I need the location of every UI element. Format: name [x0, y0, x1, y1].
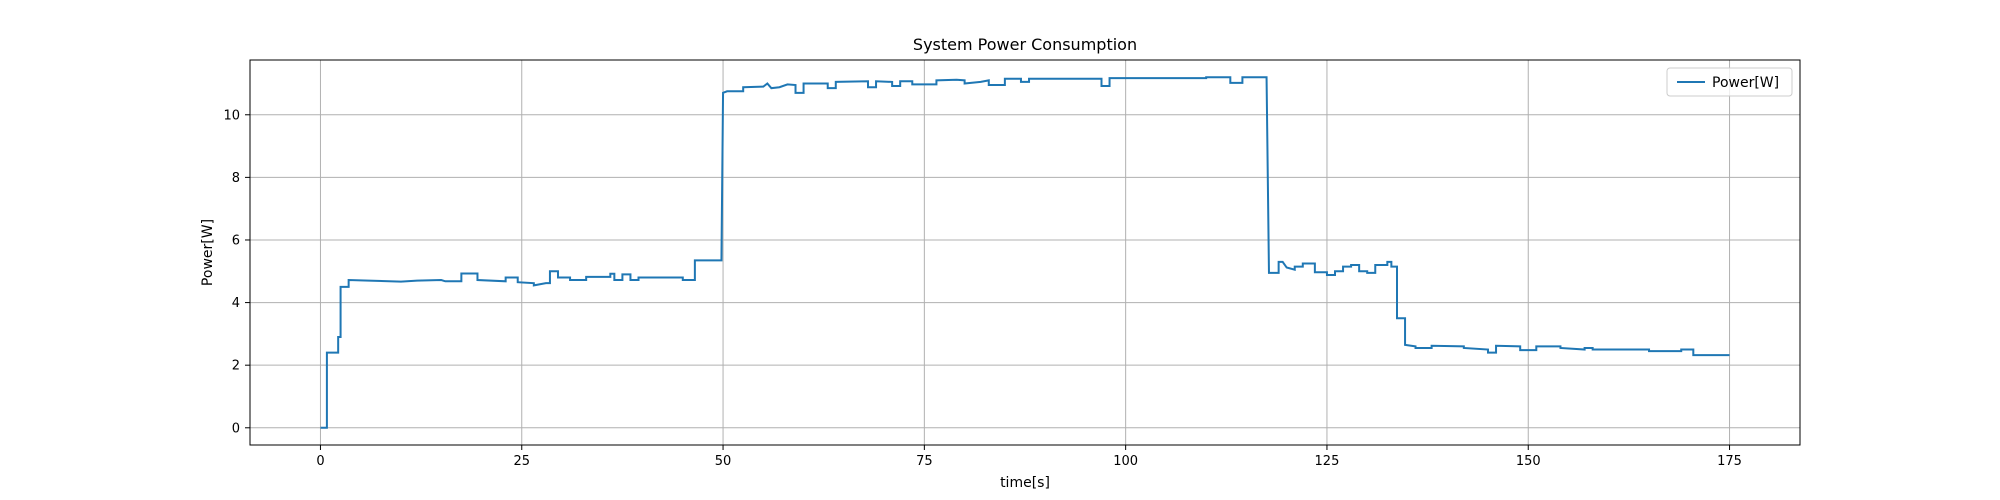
- y-axis-label: Power[W]: [200, 219, 216, 286]
- legend-box: [1666, 67, 1793, 97]
- series-layer: [320, 76, 1730, 429]
- x-tick-label: 75: [916, 454, 933, 469]
- x-tick-label: 100: [1113, 454, 1138, 469]
- y-axis: 0 2 4 6 8 10: [223, 108, 250, 436]
- x-axis-label: time[s]: [1000, 475, 1050, 491]
- grid: [250, 60, 1800, 445]
- x-tick-label: 125: [1315, 454, 1340, 469]
- x-axis: 0 25 50 75 100 125 150 175: [316, 445, 1742, 469]
- series-line-power: [320, 76, 1730, 429]
- y-tick-label: 4: [232, 296, 240, 311]
- y-tick-label: 2: [232, 359, 240, 374]
- y-tick-label: 6: [232, 233, 240, 248]
- x-tick-label: 150: [1516, 454, 1541, 469]
- x-tick-label: 50: [715, 454, 732, 469]
- legend-label: Power[W]: [1712, 75, 1779, 91]
- chart-title: System Power Consumption: [913, 35, 1137, 54]
- x-tick-label: 175: [1717, 454, 1742, 469]
- y-tick-label: 0: [232, 421, 240, 436]
- y-tick-label: 10: [223, 108, 240, 123]
- x-tick-label: 25: [513, 454, 530, 469]
- y-tick-label: 8: [232, 171, 240, 186]
- legend: Power[W]: [1666, 67, 1793, 97]
- x-tick-label: 0: [316, 454, 324, 469]
- plot-area-frame: [249, 59, 1801, 446]
